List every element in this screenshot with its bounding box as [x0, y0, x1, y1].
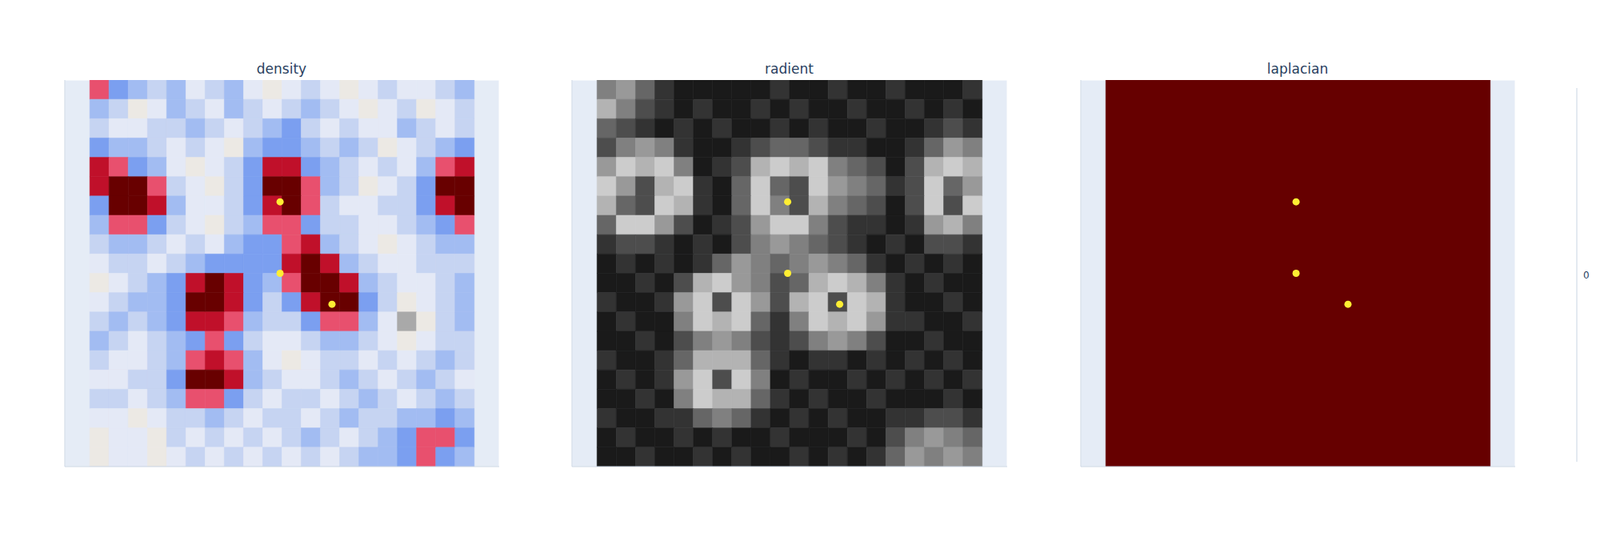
svg-text:0: 0	[1583, 269, 1590, 281]
html-text:radient: radient	[764, 60, 814, 77]
html-text:laplacian: laplacian	[1267, 60, 1329, 77]
html-text:density: density	[256, 60, 307, 77]
